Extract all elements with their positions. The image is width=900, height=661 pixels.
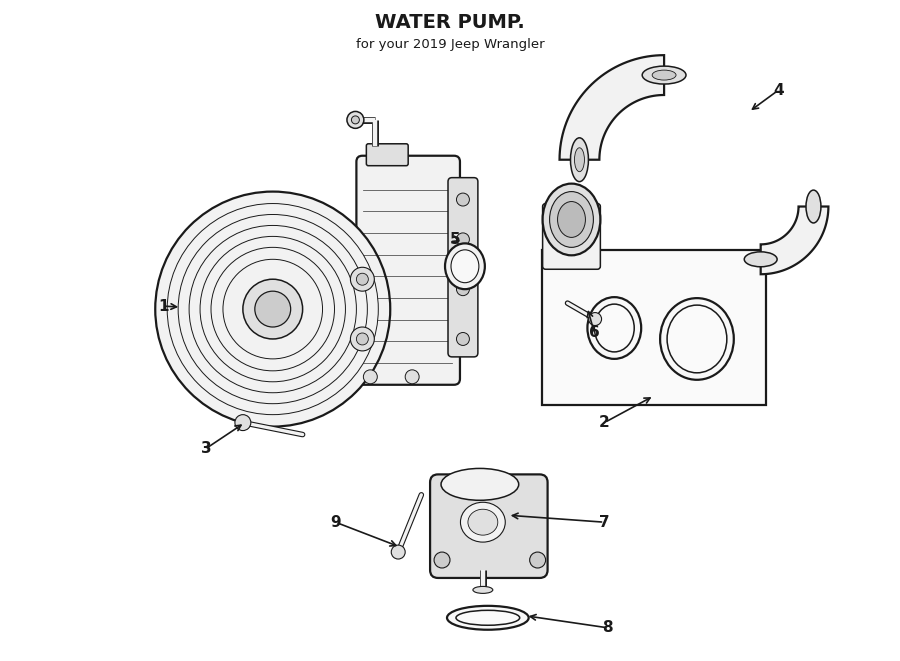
Circle shape <box>434 552 450 568</box>
Ellipse shape <box>660 298 733 380</box>
Ellipse shape <box>667 305 727 373</box>
Circle shape <box>456 233 470 246</box>
Text: WATER PUMP.: WATER PUMP. <box>375 13 525 32</box>
Ellipse shape <box>557 202 585 237</box>
Circle shape <box>351 116 359 124</box>
FancyBboxPatch shape <box>430 475 547 578</box>
Ellipse shape <box>461 502 505 542</box>
Ellipse shape <box>643 66 686 84</box>
Ellipse shape <box>456 610 519 625</box>
Ellipse shape <box>441 469 518 500</box>
Circle shape <box>189 225 356 393</box>
Text: 7: 7 <box>599 515 609 529</box>
Circle shape <box>356 273 368 285</box>
Circle shape <box>456 283 470 295</box>
Circle shape <box>350 267 374 291</box>
Ellipse shape <box>543 184 600 255</box>
Circle shape <box>530 552 545 568</box>
Ellipse shape <box>588 297 641 359</box>
Text: 3: 3 <box>201 441 212 456</box>
Circle shape <box>405 370 419 384</box>
Circle shape <box>223 259 322 359</box>
Circle shape <box>456 332 470 346</box>
Circle shape <box>589 313 601 325</box>
Circle shape <box>255 291 291 327</box>
Text: 4: 4 <box>773 83 784 98</box>
Circle shape <box>350 327 374 351</box>
Ellipse shape <box>574 148 584 172</box>
Ellipse shape <box>571 137 589 182</box>
Circle shape <box>456 193 470 206</box>
Ellipse shape <box>445 243 485 289</box>
FancyBboxPatch shape <box>366 144 409 166</box>
Ellipse shape <box>594 304 634 352</box>
Text: for your 2019 Jeep Wrangler: for your 2019 Jeep Wrangler <box>356 38 544 51</box>
Ellipse shape <box>806 190 821 223</box>
Polygon shape <box>560 55 664 160</box>
Circle shape <box>200 237 346 382</box>
Circle shape <box>243 279 302 339</box>
Ellipse shape <box>472 586 493 594</box>
Circle shape <box>178 214 367 404</box>
FancyBboxPatch shape <box>356 156 460 385</box>
Ellipse shape <box>447 606 528 630</box>
Ellipse shape <box>744 252 777 267</box>
Text: 6: 6 <box>589 325 599 340</box>
Circle shape <box>356 333 368 345</box>
Ellipse shape <box>468 509 498 535</box>
Polygon shape <box>760 206 828 274</box>
Circle shape <box>235 414 251 430</box>
Text: 9: 9 <box>330 515 341 529</box>
Circle shape <box>346 112 364 128</box>
Circle shape <box>392 545 405 559</box>
Bar <box>542 251 766 405</box>
Circle shape <box>155 192 391 426</box>
Ellipse shape <box>550 192 593 247</box>
Circle shape <box>211 247 335 371</box>
Text: 5: 5 <box>450 232 460 247</box>
Circle shape <box>167 204 378 414</box>
Text: 8: 8 <box>602 620 613 635</box>
FancyBboxPatch shape <box>543 204 600 269</box>
Circle shape <box>364 370 377 384</box>
Text: 2: 2 <box>599 415 609 430</box>
Ellipse shape <box>652 70 676 80</box>
FancyBboxPatch shape <box>448 178 478 357</box>
Text: 1: 1 <box>158 299 168 313</box>
Ellipse shape <box>451 250 479 283</box>
